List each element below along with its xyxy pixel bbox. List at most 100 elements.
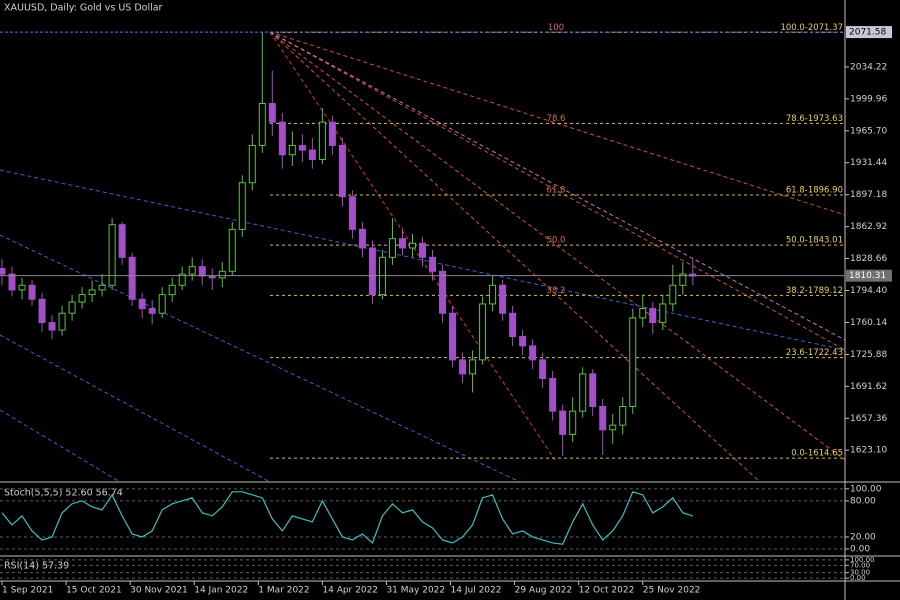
candle-body: [8, 273, 16, 291]
candle-body: [118, 224, 126, 258]
y-tick-label: 1828.66: [850, 254, 887, 264]
candle-body: [599, 405, 607, 431]
candle-body: [408, 242, 416, 249]
y-tick-label: 100.00: [850, 556, 875, 564]
candle-body: [128, 256, 136, 300]
fib-tag: 50.0: [547, 236, 566, 246]
candle-body: [519, 336, 527, 347]
candle-body: [449, 312, 457, 361]
candle-body: [489, 284, 497, 305]
y-tick-label: 100.00: [850, 484, 882, 494]
candle-body: [499, 284, 507, 314]
candle-body: [158, 294, 166, 314]
candle-body: [248, 144, 256, 184]
chart-title: XAUUSD, Daily: Gold vs US Dollar: [4, 3, 163, 14]
channel-line: [0, 234, 521, 483]
channel-lines: [0, 169, 846, 483]
fib-tag: 100: [548, 23, 564, 33]
candle-body: [68, 301, 76, 314]
candle-body: [559, 410, 567, 435]
y-tick-label: 70.00: [850, 561, 870, 569]
candle-body: [479, 303, 487, 361]
x-tick-label: 30 Nov 2021: [130, 586, 188, 596]
candle-body: [188, 266, 196, 275]
candle-body: [439, 270, 447, 314]
x-tick-label: 15 Oct 2021: [66, 586, 122, 596]
candle-body: [238, 182, 246, 230]
candle-body: [549, 378, 557, 412]
candle-body: [629, 317, 637, 407]
candle-body: [619, 405, 627, 426]
candle-body: [308, 149, 316, 160]
candle-body: [469, 359, 477, 375]
x-tick-label: 14 Apr 2022: [322, 586, 378, 596]
rsi-label: RSI(14) 57.39: [4, 561, 69, 572]
candle-body: [258, 102, 266, 146]
x-tick-label: 25 Nov 2022: [643, 586, 701, 596]
candle-body: [398, 238, 406, 249]
candle-body: [459, 359, 467, 375]
price-box: [846, 269, 892, 282]
candle-body: [589, 373, 597, 407]
candle-body: [198, 266, 206, 277]
candle-body: [78, 294, 86, 303]
candle-body: [569, 410, 577, 435]
y-tick-label: 1965.70: [850, 126, 887, 136]
fib-tag: 61.8: [547, 185, 566, 195]
candle-body: [98, 284, 106, 291]
y-tick-label: 20.00: [850, 532, 876, 542]
channel-line: [0, 169, 846, 351]
candle-body: [218, 270, 226, 279]
candle-body: [178, 273, 186, 286]
fib-tag: 78.6: [547, 114, 566, 124]
candle-body: [38, 298, 46, 324]
fib-label: 61.8-1896.90: [786, 185, 843, 195]
fan-line: [269, 31, 761, 483]
y-tick-label: 1794.40: [850, 286, 887, 296]
stoch-label: Stoch(5,5,5) 52.60 56.74: [4, 488, 123, 499]
fan-line: [269, 31, 846, 216]
candle-body: [388, 238, 396, 258]
y-tick-label: 1862.92: [850, 222, 887, 232]
candle-body: [328, 121, 336, 146]
candle-body: [579, 373, 587, 412]
channel-line: [0, 334, 271, 483]
y-tick-label: 1760.14: [850, 318, 887, 328]
x-tick-label: 12 Oct 2022: [579, 586, 635, 596]
candle-body: [669, 284, 677, 305]
indicator-line: [1, 491, 693, 545]
y-tick-label: 80.00: [850, 496, 876, 506]
candle-body: [318, 121, 326, 160]
candle-body: [348, 196, 356, 230]
x-tick-label: 29 Aug 2022: [515, 586, 573, 596]
candle-body: [358, 228, 366, 249]
y-tick-label: 1691.62: [850, 382, 887, 392]
candle-body: [609, 424, 617, 431]
y-tick-label: 30.00: [850, 569, 870, 577]
candle-body: [298, 144, 306, 151]
candle-body: [18, 284, 26, 291]
candle-body: [429, 256, 437, 272]
x-tick-label: 1 Mar 2022: [258, 586, 309, 596]
y-tick-label: 1725.88: [850, 350, 887, 360]
candle-body: [208, 275, 216, 279]
y-tick-label: 1897.18: [850, 190, 887, 200]
x-tick-label: 1 Sep 2021: [2, 586, 53, 596]
candle-body: [509, 312, 517, 338]
candle-body: [48, 322, 56, 331]
candle-body: [679, 273, 687, 286]
y-tick-label: 1999.96: [850, 94, 887, 104]
candle-body: [639, 308, 647, 319]
y-tick-label: 0.00: [850, 574, 866, 582]
y-tick-label: 1931.44: [850, 158, 887, 168]
candle-body: [338, 144, 346, 198]
candle-body: [278, 121, 286, 156]
price-box: [846, 26, 892, 39]
fib-label: 78.6-1973.63: [786, 114, 843, 124]
candle-body: [148, 308, 156, 314]
x-tick-label: 14 Jul 2022: [451, 586, 502, 596]
y-tick-label: 0.00: [850, 544, 870, 554]
fib-label: 23.6-1722.43: [786, 348, 843, 358]
price-box-label: 1810.31: [849, 271, 886, 281]
